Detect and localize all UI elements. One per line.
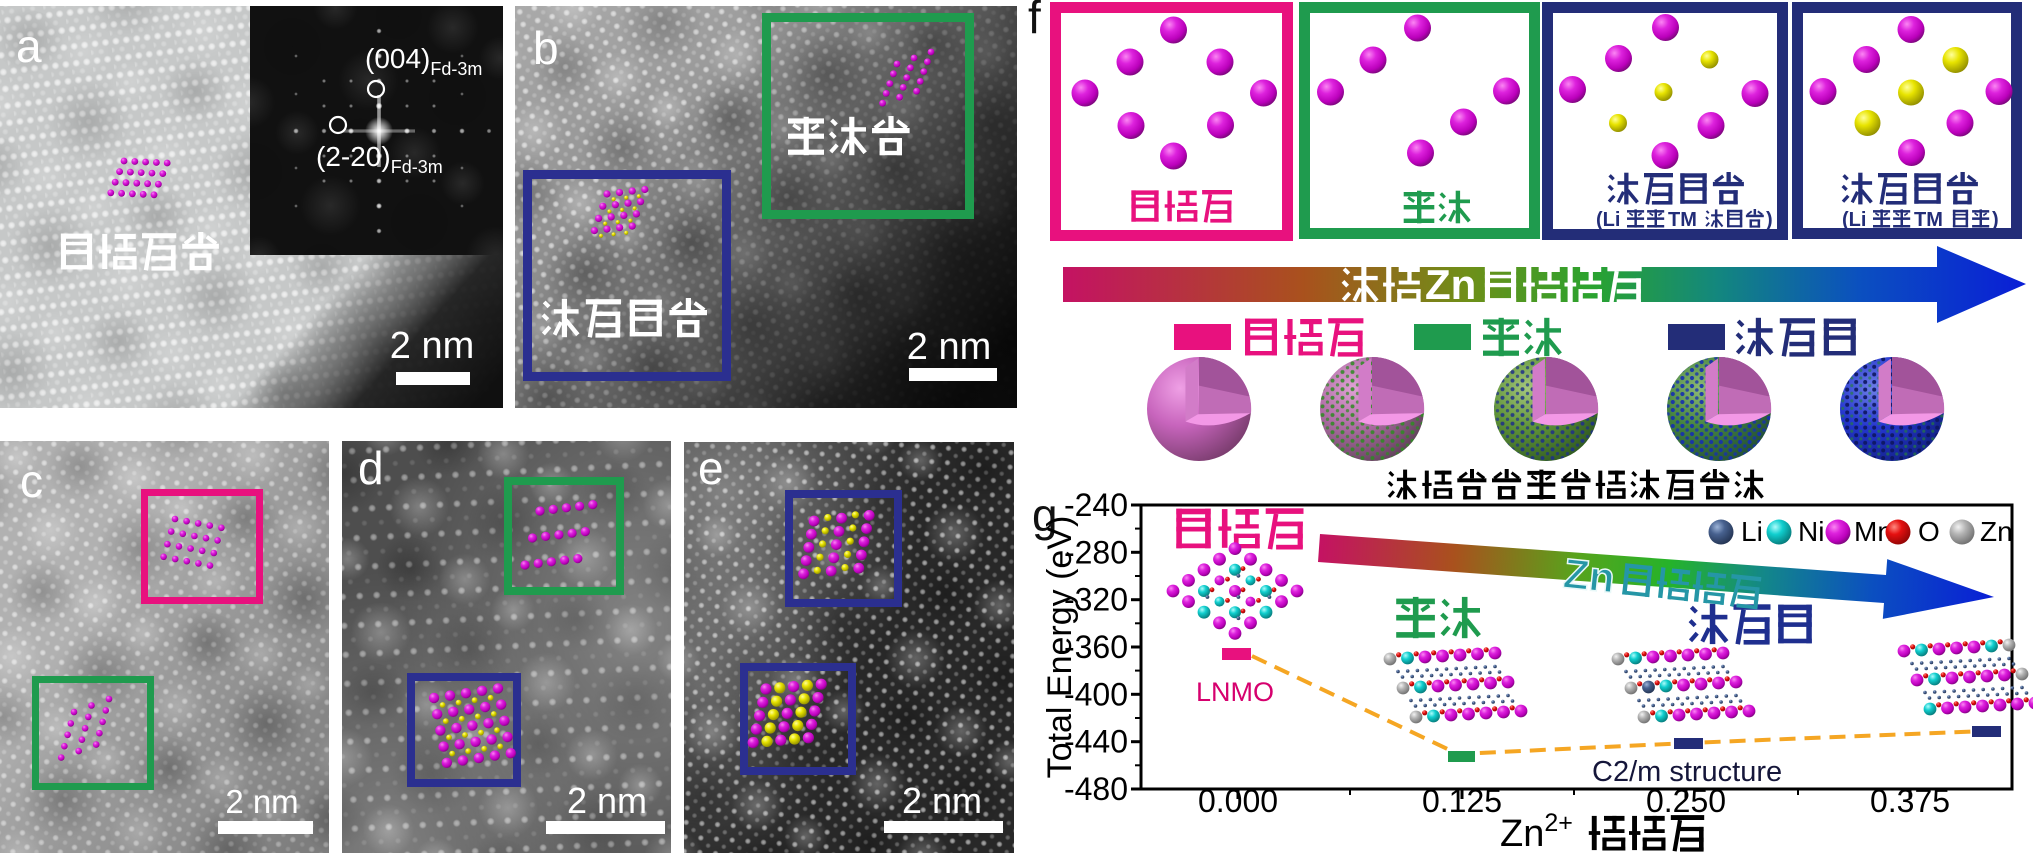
svg-text:C2/m structure: C2/m structure [1592, 756, 1782, 788]
svg-text:-320: -320 [1064, 582, 1128, 618]
svg-text:LNMO: LNMO [1196, 677, 1274, 707]
svg-text:TM: TM [1914, 209, 1943, 231]
svg-text:g: g [1032, 489, 1058, 541]
svg-text:b: b [533, 22, 559, 74]
svg-text:TM: TM [1668, 209, 1697, 231]
svg-text:): ) [1992, 209, 1999, 231]
svg-text:Total Energy (eV): Total Energy (eV) [1041, 516, 1079, 779]
svg-text:0.250: 0.250 [1646, 783, 1726, 819]
svg-text:0.125: 0.125 [1422, 783, 1502, 819]
svg-text:e: e [698, 442, 724, 494]
svg-text:O: O [1918, 516, 1940, 547]
svg-text:2 nm: 2 nm [390, 325, 474, 367]
svg-text:): ) [1766, 209, 1773, 231]
svg-text:(Li: (Li [1596, 209, 1620, 231]
svg-text:2 nm: 2 nm [567, 780, 647, 821]
svg-text:a: a [16, 20, 42, 72]
svg-text:-280: -280 [1064, 534, 1128, 570]
svg-text:c: c [20, 455, 43, 507]
svg-text:-240: -240 [1064, 487, 1128, 523]
svg-text:(Li: (Li [1842, 209, 1866, 231]
svg-text:2 nm: 2 nm [907, 326, 991, 368]
svg-text:-360: -360 [1064, 629, 1128, 665]
svg-text:Zn: Zn [1561, 550, 1617, 602]
svg-text:0.375: 0.375 [1870, 783, 1950, 819]
svg-text:Zn: Zn [1425, 261, 1476, 308]
svg-text:2 nm: 2 nm [902, 780, 982, 821]
svg-text:-440: -440 [1064, 724, 1128, 760]
svg-text:Ni: Ni [1798, 516, 1824, 547]
svg-text:-480: -480 [1064, 771, 1128, 807]
svg-text:0.000: 0.000 [1198, 783, 1278, 819]
svg-text:f: f [1028, 0, 1041, 43]
svg-text:d: d [358, 442, 384, 494]
svg-text:-400: -400 [1064, 676, 1128, 712]
svg-text:Zn: Zn [1980, 516, 2013, 547]
svg-text:2 nm: 2 nm [225, 783, 298, 820]
svg-text:Li: Li [1741, 516, 1763, 547]
